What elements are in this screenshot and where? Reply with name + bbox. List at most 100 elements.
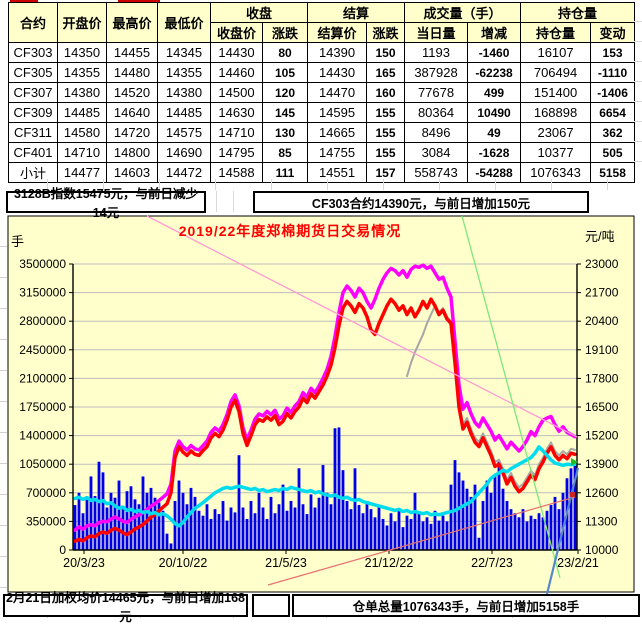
cell-settle-chg[interactable]: 155 (366, 102, 406, 123)
col-header-open: 开盘价 (57, 2, 107, 43)
cell-settle-chg[interactable]: 165 (366, 62, 406, 83)
cell-close[interactable]: 14588 (210, 162, 263, 183)
cell-high[interactable]: 14640 (106, 102, 158, 123)
cell-low[interactable]: 14472 (157, 162, 211, 183)
cell-volume[interactable]: 1193 (404, 42, 469, 63)
cell-high[interactable]: 14603 (106, 162, 158, 183)
cell-low[interactable]: 14380 (157, 82, 211, 103)
cell-close-chg[interactable]: 120 (261, 82, 309, 103)
svg-text:2450000: 2450000 (19, 343, 66, 357)
cell-contract[interactable]: CF401 (8, 142, 58, 163)
cell-volume-chg[interactable]: -1628 (467, 142, 522, 163)
cell-settle[interactable]: 14665 (307, 122, 368, 143)
cell-contract[interactable]: 小计 (8, 162, 58, 183)
cell-close[interactable]: 14630 (210, 102, 263, 123)
cell-oi[interactable]: 23067 (520, 122, 592, 143)
spreadsheet-gridline (233, 191, 234, 212)
cell-oi[interactable]: 706494 (520, 62, 592, 83)
cell-oi-chg[interactable]: 5158 (590, 162, 636, 183)
cell-open[interactable]: 14477 (57, 162, 107, 183)
svg-text:3500000: 3500000 (19, 257, 66, 271)
cell-settle[interactable]: 14551 (307, 162, 368, 183)
cell-high[interactable]: 14480 (106, 62, 158, 83)
cell-close-chg[interactable]: 111 (261, 162, 309, 183)
svg-text:0: 0 (59, 543, 66, 557)
cell-contract[interactable]: CF307 (8, 82, 58, 103)
cell-volume-chg[interactable]: -62238 (467, 62, 522, 83)
cell-high[interactable]: 14520 (106, 82, 158, 103)
cell-volume-chg[interactable]: -54288 (467, 162, 522, 183)
cell-high[interactable]: 14455 (106, 42, 158, 63)
cell-settle[interactable]: 14470 (307, 82, 368, 103)
cell-volume-chg[interactable]: 10490 (467, 102, 522, 123)
cell-close[interactable]: 14460 (210, 62, 263, 83)
cell-oi-chg[interactable]: 362 (590, 122, 636, 143)
group-header-close: 收盘 (209, 2, 309, 23)
cell-settle-chg[interactable]: 157 (366, 162, 406, 183)
cell-volume-chg[interactable]: -1460 (467, 42, 522, 63)
table-row: CF307 14380 14520 14380 14500 120 14470 160 7767… (8, 82, 636, 103)
cell-volume[interactable]: 558743 (404, 162, 469, 183)
cell-contract[interactable]: CF305 (8, 62, 58, 83)
cell-volume[interactable]: 8496 (404, 122, 469, 143)
cell-close[interactable]: 14430 (210, 42, 263, 63)
cell-settle[interactable]: 14430 (307, 62, 368, 83)
table-row: 小计 14477 14603 14472 14588 111 14551 157 558743-… (8, 162, 636, 183)
cell-oi[interactable]: 151400 (520, 82, 592, 103)
cell-oi[interactable]: 10377 (520, 142, 592, 163)
cell-contract[interactable]: CF309 (8, 102, 58, 123)
cell-oi[interactable]: 16107 (520, 42, 592, 63)
weighted-avg-info-box: 2月21日加权均价14465元，与前日增加168元 (3, 591, 248, 624)
cell-open[interactable]: 14355 (57, 62, 107, 83)
cell-settle[interactable]: 14390 (307, 42, 368, 63)
cell-low[interactable]: 14690 (157, 142, 211, 163)
cell-oi[interactable]: 168898 (520, 102, 592, 123)
cell-volume-chg[interactable]: 49 (467, 122, 522, 143)
cell-close-chg[interactable]: 130 (261, 122, 309, 143)
cell-contract[interactable]: CF311 (8, 122, 58, 143)
cell-open[interactable]: 14710 (57, 142, 107, 163)
cell-close[interactable]: 14710 (210, 122, 263, 143)
cell-open[interactable]: 14485 (57, 102, 107, 123)
cell-oi-chg[interactable]: 153 (590, 42, 636, 63)
cell-open[interactable]: 14350 (57, 42, 107, 63)
cell-settle-chg[interactable]: 160 (366, 82, 406, 103)
right-axis-unit: 元/吨 (585, 229, 615, 244)
cell-close-chg[interactable]: 105 (261, 62, 309, 83)
cell-volume-chg[interactable]: 499 (467, 82, 522, 103)
cell-settle-chg[interactable]: 155 (366, 142, 406, 163)
cell-close-chg[interactable]: 145 (261, 102, 309, 123)
cell-settle-chg[interactable]: 155 (366, 122, 406, 143)
group-header-oi: 持仓量 (520, 2, 636, 23)
cell-volume[interactable]: 387928 (404, 62, 469, 83)
table-row: CF401 14710 14800 14690 14795 85 14755 155 3084-… (8, 142, 636, 163)
cell-settle[interactable]: 14755 (307, 142, 368, 163)
col-header-volume-chg: 增减 (467, 22, 522, 43)
cell-volume[interactable]: 80364 (404, 102, 469, 123)
cell-oi-chg[interactable]: -1110 (590, 62, 636, 83)
cell-low[interactable]: 14485 (157, 102, 211, 123)
cell-settle-chg[interactable]: 150 (366, 42, 406, 63)
cell-oi-chg[interactable]: 505 (590, 142, 636, 163)
cell-open[interactable]: 14380 (57, 82, 107, 103)
cell-close-chg[interactable]: 85 (261, 142, 309, 163)
cell-close-chg[interactable]: 80 (261, 42, 309, 63)
cell-open[interactable]: 14580 (57, 122, 107, 143)
cell-low[interactable]: 14575 (157, 122, 211, 143)
cell-volume[interactable]: 3084 (404, 142, 469, 163)
cell-settle[interactable]: 14595 (307, 102, 368, 123)
cell-oi-chg[interactable]: -1406 (590, 82, 636, 103)
cell-close[interactable]: 14795 (210, 142, 263, 163)
cell-oi-chg[interactable]: 6654 (590, 102, 636, 123)
cell-high[interactable]: 14800 (106, 142, 158, 163)
cell-oi[interactable]: 1076343 (520, 162, 592, 183)
cell-volume[interactable]: 77678 (404, 82, 469, 103)
col-header-settle-price: 结算价 (307, 22, 368, 43)
cell-close[interactable]: 14500 (210, 82, 263, 103)
spreadsheet-gridlines (634, 2, 642, 178)
cell-high[interactable]: 14720 (106, 122, 158, 143)
cell-contract[interactable]: CF303 (8, 42, 58, 63)
cell-low[interactable]: 14345 (157, 42, 211, 63)
chart-title: 2019/22年度郑棉期货日交易情况 (178, 223, 402, 239)
cell-low[interactable]: 14355 (157, 62, 211, 83)
